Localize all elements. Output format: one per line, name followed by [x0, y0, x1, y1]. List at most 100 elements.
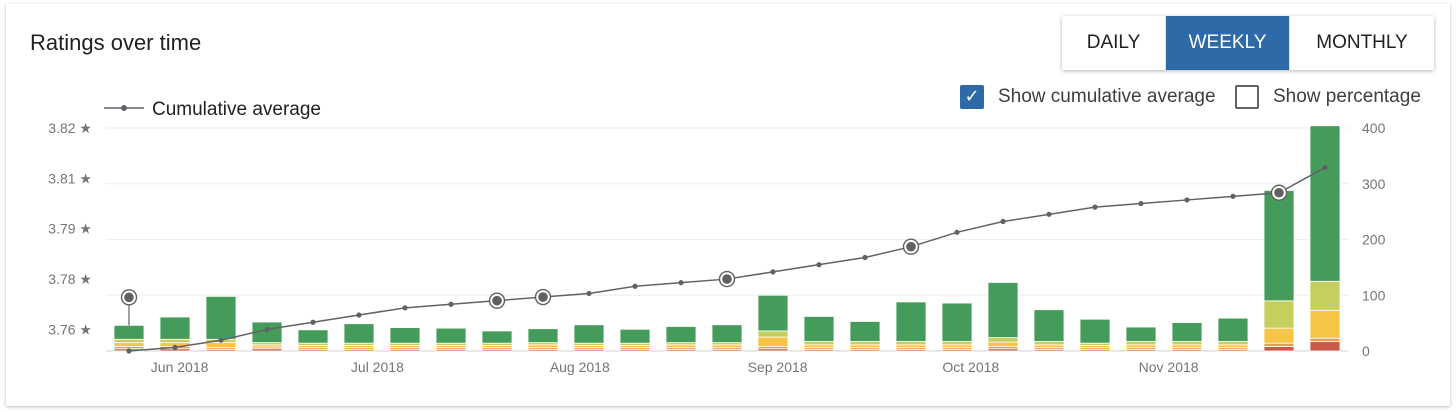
bar-segment-4-star: [941, 341, 973, 346]
bar-segment-4-star: [757, 330, 789, 338]
annotation-marker-icon[interactable]: [488, 292, 506, 309]
bar-segment-3-star: [665, 344, 697, 349]
cumulative-average-line: [128, 166, 1326, 352]
bar-segment-1-star: [1309, 341, 1341, 352]
bar-segment-3-star: [1171, 344, 1203, 349]
bar-segment-5-star: [987, 282, 1019, 339]
left-tick-label: 3.76 ★: [48, 321, 92, 337]
bar-segment-1-star: [1263, 346, 1295, 352]
line-point: [1000, 218, 1006, 225]
daily-button[interactable]: DAILY: [1062, 16, 1166, 70]
line-point: [1230, 193, 1236, 199]
right-tick-label: 100: [1362, 287, 1386, 303]
bar-segment-5-star: [389, 327, 421, 344]
bar-segment-5-star: [481, 330, 513, 344]
line-point: [264, 326, 270, 333]
line-point: [1184, 197, 1190, 203]
line-point: [586, 290, 592, 297]
annotation-marker-icon[interactable]: [902, 238, 920, 255]
show-cumulative-average-label: Show cumulative average: [998, 86, 1216, 107]
bar-segment-5-star: [435, 327, 467, 344]
show-percentage-option[interactable]: Show percentage: [1235, 84, 1421, 110]
annotation-marker-icon[interactable]: [718, 270, 736, 288]
left-tick-label: 3.81 ★: [48, 170, 92, 186]
bar-segment-3-star: [895, 344, 927, 349]
left-tick-label: 3.79 ★: [48, 221, 92, 237]
annotation-marker-icon[interactable]: [120, 289, 138, 326]
line-point: [954, 229, 960, 235]
bar-segment-3-star: [1309, 309, 1341, 339]
bar-segment-5-star: [1263, 190, 1295, 302]
bar-segment-4-star: [1171, 341, 1203, 346]
bars: [113, 125, 1341, 352]
bar-segment-5-star: [895, 301, 927, 342]
bar-segment-4-star: [1217, 341, 1249, 346]
x-tick-label: Jul 2018: [351, 359, 404, 375]
bar-segment-5-star: [573, 324, 605, 344]
right-axis: 0 100 200 300 400: [1362, 120, 1386, 359]
x-axis: Jun 2018 Jul 2018 Aug 2018 Sep 2018 Oct 2018…: [151, 359, 1199, 375]
bar-segment-5-star: [711, 324, 743, 344]
legend-marker: [121, 105, 127, 111]
bar-segment-3-star: [803, 344, 835, 349]
percentage-checkbox[interactable]: [1235, 85, 1259, 109]
bar-segment-3-star: [757, 336, 789, 347]
bar-segment-5-star: [941, 302, 973, 342]
bar-segment-5-star: [113, 324, 145, 340]
left-tick-label: 3.78 ★: [48, 271, 92, 287]
line-point: [1322, 164, 1328, 171]
line-point: [218, 337, 224, 343]
bar-segment-2-star: [1263, 342, 1295, 347]
right-tick-label: 0: [1362, 343, 1370, 359]
legend: Cumulative average: [104, 99, 321, 120]
cumulative-average-checkbox[interactable]: ✓: [960, 85, 984, 109]
right-tick-label: 200: [1362, 232, 1386, 248]
line-point: [402, 305, 408, 311]
x-tick-label: Nov 2018: [1139, 359, 1199, 375]
bar-segment-3-star: [941, 344, 973, 349]
period-toggle: DAILY WEEKLY MONTHLY: [1062, 16, 1434, 70]
bar-segment-5-star: [849, 321, 881, 342]
bar-segment-5-star: [205, 295, 237, 340]
weekly-button[interactable]: WEEKLY: [1166, 16, 1290, 70]
bar-segment-5-star: [1079, 318, 1111, 344]
x-tick-label: Jun 2018: [151, 359, 209, 375]
bar-segment-4-star: [159, 338, 191, 344]
bar-segment-5-star: [1125, 326, 1157, 342]
bar-segment-3-star: [711, 344, 743, 349]
checkmark-icon: ✓: [964, 86, 980, 107]
bar-segment-5-star: [527, 328, 559, 344]
show-cumulative-average-option[interactable]: ✓ Show cumulative average: [960, 84, 1216, 110]
bar-segment-4-star: [1309, 280, 1341, 311]
bar-segment-5-star: [1309, 125, 1341, 282]
left-tick-label: 3.82 ★: [48, 120, 92, 136]
bar-segment-4-star: [895, 341, 927, 346]
bar-segment-4-star: [113, 338, 145, 344]
line-point: [1138, 200, 1144, 207]
bar-segment-3-star: [205, 342, 237, 349]
legend-label: Cumulative average: [152, 99, 321, 120]
line-point: [448, 301, 454, 307]
annotation-marker-icon[interactable]: [534, 288, 552, 306]
bar-segment-5-star: [757, 294, 789, 332]
bar-segment-5-star: [343, 323, 375, 344]
bar-segment-4-star: [1033, 341, 1065, 346]
bar-segment-5-star: [297, 329, 329, 344]
bar-segment-3-star: [1033, 344, 1065, 349]
bar-segment-3-star: [1263, 327, 1295, 344]
annotation-marker-icon[interactable]: [1270, 184, 1288, 201]
line-point: [1046, 211, 1052, 217]
line-point: [632, 283, 638, 289]
bar-segment-4-star: [987, 337, 1019, 343]
bar-segment-5-star: [1171, 322, 1203, 342]
bar-segment-5-star: [803, 316, 835, 342]
x-tick-label: Sep 2018: [748, 359, 808, 375]
bar-segment-3-star: [1217, 344, 1249, 349]
bar-segment-3-star: [113, 342, 145, 347]
bar-segment-5-star: [1033, 309, 1065, 342]
bar-segment-3-star: [1125, 344, 1157, 349]
monthly-button[interactable]: MONTHLY: [1290, 16, 1434, 70]
line-point: [862, 254, 868, 261]
bar-segment-3-star: [849, 344, 881, 349]
